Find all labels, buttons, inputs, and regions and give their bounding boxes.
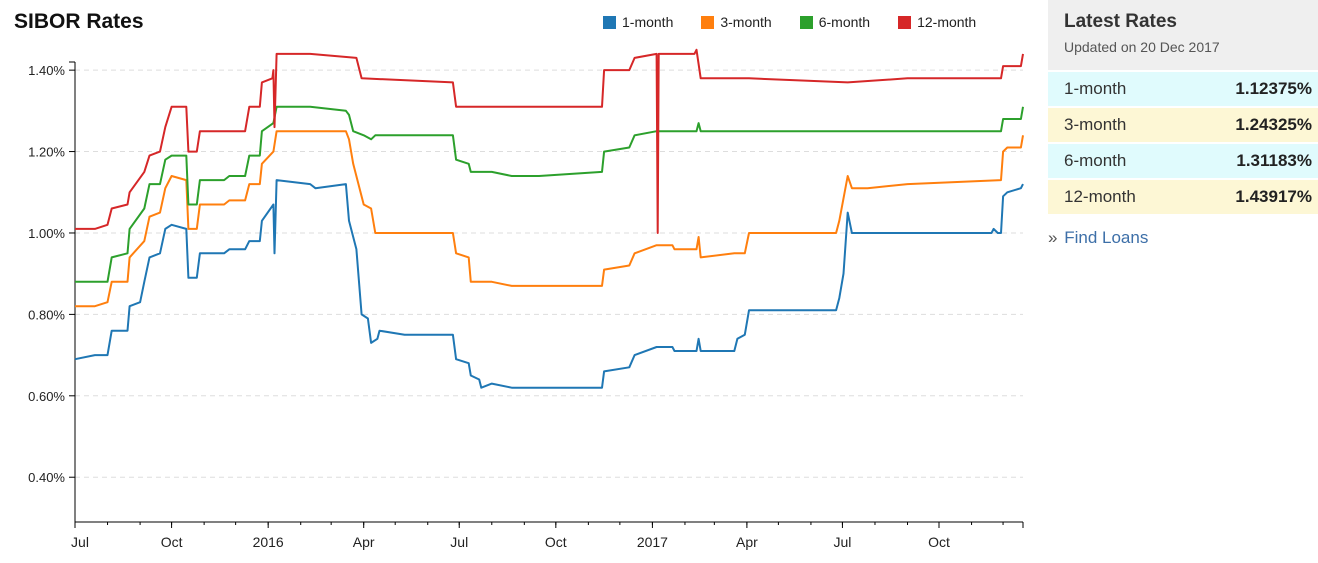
legend-swatch-6-month: [799, 15, 813, 29]
legend-label-6-month: 6-month: [818, 14, 871, 30]
rate-row-3-month: 3-month 1.24325%: [1048, 108, 1318, 142]
sibor-line-chart: 0.40% 0.60% 0.80% 1.00% 1.20% 1.40% Jul Oct 2016…: [28, 48, 1024, 550]
x-tick-label: Apr: [353, 534, 375, 550]
x-tick-label: 2017: [637, 534, 668, 550]
series-line-12-month: [75, 48, 1024, 234]
axes: 0.40% 0.60% 0.80% 1.00% 1.20% 1.40% Jul Oct 2016…: [28, 61, 1024, 550]
double-chevron-right-icon: »: [1048, 228, 1058, 247]
latest-rates-panel: Latest Rates Updated on 20 Dec 2017 1-mo…: [1048, 0, 1318, 248]
y-tick-label: 0.40%: [28, 470, 65, 485]
x-tick-label: Jul: [833, 534, 851, 550]
legend-item-12-month[interactable]: 12-month: [898, 14, 976, 30]
legend-item-6-month[interactable]: 6-month: [799, 14, 871, 30]
legend-swatch-12-month: [898, 15, 912, 29]
latest-rates-title: Latest Rates: [1064, 11, 1177, 32]
find-loans-link[interactable]: » Find Loans: [1048, 228, 1318, 248]
rate-row-1-month: 1-month 1.12375%: [1048, 72, 1318, 106]
legend-swatch-3-month: [701, 15, 715, 29]
rate-label: 6-month: [1064, 151, 1127, 170]
x-tick-label: Apr: [736, 534, 758, 550]
chart-legend: 1-month 3-month 6-month 12-month: [603, 14, 1004, 30]
y-tick-label: 1.20%: [28, 145, 65, 160]
find-loans-label: Find Loans: [1064, 228, 1149, 247]
rate-value: 1.31183%: [1236, 151, 1312, 170]
rate-label: 3-month: [1064, 115, 1127, 134]
rate-row-6-month: 6-month 1.31183%: [1048, 144, 1318, 178]
y-tick-label: 1.00%: [28, 226, 65, 241]
y-tick-label: 0.60%: [28, 389, 65, 404]
chart-title: SIBOR Rates: [14, 10, 144, 33]
legend-item-1-month[interactable]: 1-month: [603, 14, 673, 30]
legend-label-3-month: 3-month: [720, 14, 772, 30]
x-tick-label: Oct: [928, 534, 950, 550]
series-lines: [74, 48, 1024, 389]
rate-value: 1.12375%: [1235, 79, 1312, 98]
latest-rates-header: Latest Rates Updated on 20 Dec 2017: [1048, 0, 1318, 70]
legend-label-1-month: 1-month: [622, 14, 674, 30]
rate-label: 1-month: [1064, 79, 1127, 98]
x-tick-label: Oct: [161, 534, 183, 550]
series-line-6-month: [75, 105, 1024, 283]
legend-item-3-month[interactable]: 3-month: [701, 14, 772, 30]
rate-value: 1.24325%: [1235, 115, 1312, 134]
x-tick-label: 2016: [253, 534, 284, 550]
series-line-3-month: [75, 130, 1024, 308]
x-tick-label: Oct: [545, 534, 567, 550]
series-line-1-month: [74, 179, 1024, 389]
legend-swatch-1-month: [603, 15, 616, 29]
legend-label-12-month: 12-month: [917, 14, 977, 30]
rate-row-12-month: 12-month 1.43917%: [1048, 180, 1318, 214]
latest-rates-updated: Updated on 20 Dec 2017: [1064, 39, 1220, 55]
x-tick-label: Jul: [71, 534, 89, 550]
y-tick-label: 0.80%: [28, 307, 65, 322]
rate-label: 12-month: [1064, 187, 1136, 206]
rate-value: 1.43917%: [1235, 187, 1312, 206]
x-tick-label: Jul: [450, 534, 468, 550]
y-tick-label: 1.40%: [28, 63, 65, 78]
